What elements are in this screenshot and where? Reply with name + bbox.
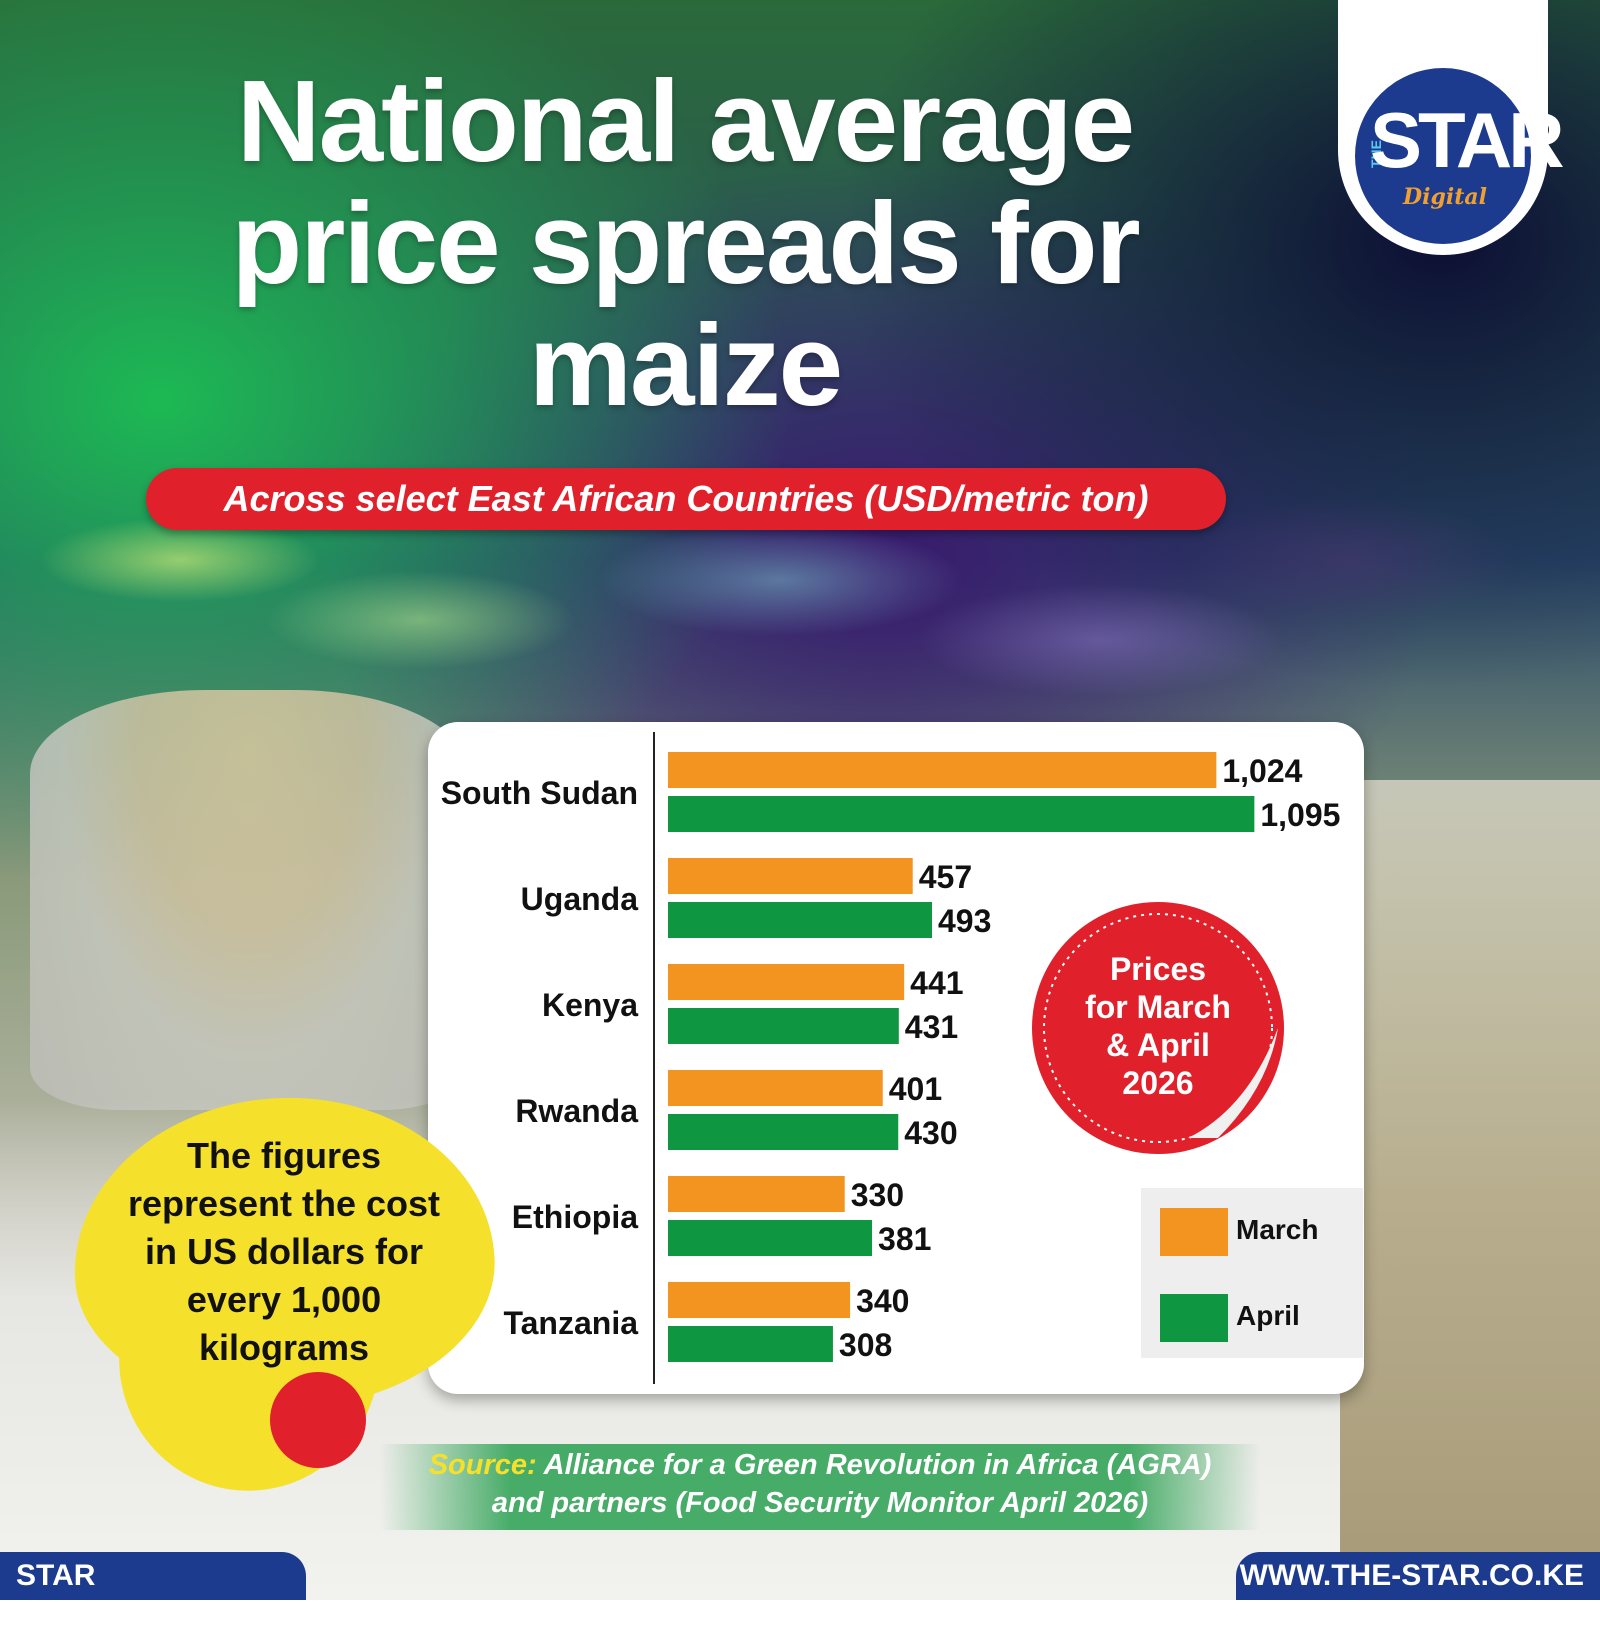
legend-swatch-april [1160, 1294, 1228, 1342]
data-label: 340 [856, 1283, 909, 1319]
note-line4: every 1,000 [186, 1279, 382, 1320]
source-line1: Alliance for a Green Revolution in Afric… [543, 1449, 1212, 1481]
category-label: Uganda [521, 881, 639, 917]
red-dot [270, 1372, 366, 1468]
sticker-dotted-ring [1043, 913, 1273, 1143]
sticker-disc [1032, 902, 1284, 1154]
sticker-line1: Prices [1110, 951, 1206, 987]
data-label: 401 [889, 1071, 942, 1107]
note-line1: The figures [186, 1135, 382, 1176]
category-label: South Sudan [441, 775, 638, 811]
note-text: The figures represent the cost in US dol… [96, 1132, 472, 1372]
bar-april [668, 902, 933, 938]
bar-march [668, 1070, 883, 1106]
background-maize-bucket [30, 690, 470, 1110]
category-label: Rwanda [515, 1093, 638, 1129]
category-label: Ethiopia [512, 1199, 638, 1235]
note-line5: kilograms [198, 1327, 370, 1368]
legend-label-march: March [1236, 1214, 1319, 1245]
data-label: 430 [904, 1115, 957, 1151]
data-label: 493 [938, 903, 991, 939]
legend-label-april: April [1236, 1300, 1300, 1331]
bar-march [668, 964, 905, 1000]
bar-chart: South Sudan 1,024 1,095 Uganda 457 493 Kenya 44… [441, 732, 1340, 1384]
logo-star: STAR [1370, 96, 1565, 184]
data-label: 1,095 [1260, 797, 1340, 833]
bar-april [668, 1114, 899, 1150]
page-title: National average price spreads for maize [231, 56, 1140, 430]
data-label: 431 [905, 1009, 958, 1045]
bar-march [668, 1282, 851, 1318]
source-text: Source: Alliance for a Green Revolution … [390, 1446, 1250, 1522]
category-label: Tanzania [503, 1305, 638, 1341]
bar-april [668, 1326, 833, 1362]
sticker-line4: 2026 [1122, 1065, 1193, 1101]
source-label: Source: [428, 1449, 537, 1481]
note-line3: in US dollars for [144, 1231, 424, 1272]
data-label: 308 [839, 1327, 892, 1363]
data-label: 457 [919, 859, 972, 895]
logo-digital: Digital [1403, 184, 1487, 210]
bar-march [668, 858, 913, 894]
sticker-line3: & April [1106, 1027, 1210, 1063]
subtitle-banner: Across select East African Countries (US… [146, 468, 1226, 530]
background-right-sacks [1340, 780, 1600, 1600]
bar-april [668, 1008, 899, 1044]
footer-website-link[interactable]: WWW.THE-STAR.CO.KE [1236, 1552, 1600, 1600]
data-label: 381 [878, 1221, 931, 1257]
sticker-line2: for March [1085, 989, 1231, 1025]
sticker-peel [1188, 1028, 1278, 1138]
bar-march [668, 1176, 845, 1212]
data-label: 1,024 [1222, 753, 1302, 789]
star-logo-disc [1355, 68, 1531, 244]
legend-swatch-march [1160, 1208, 1228, 1256]
bar-april [668, 1220, 873, 1256]
category-label: Kenya [542, 987, 638, 1023]
bar-april [668, 796, 1255, 832]
data-label: 330 [851, 1177, 904, 1213]
bar-march [668, 752, 1217, 788]
note-line2: represent the cost [127, 1183, 441, 1224]
prices-sticker: Prices for March & April 2026 [1020, 890, 1296, 1166]
footer-star-illustrated: STAR ILLUSTRATED [0, 1552, 306, 1640]
source-line2: and partners (Food Security Monitor Apri… [491, 1487, 1149, 1519]
source-band [380, 1444, 1260, 1530]
data-label: 441 [910, 965, 963, 1001]
